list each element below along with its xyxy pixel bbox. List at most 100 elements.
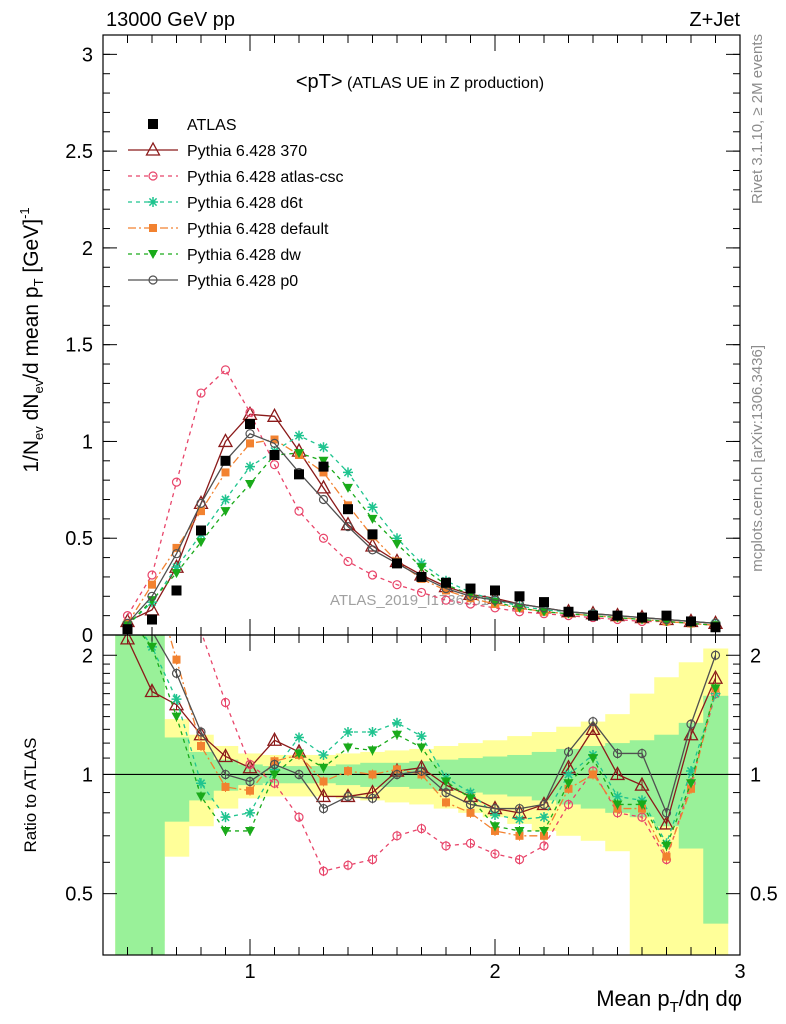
data-point — [171, 585, 182, 596]
legend-entry: ATLAS — [148, 117, 237, 134]
data-point — [563, 769, 574, 780]
data-point — [662, 852, 671, 861]
legend-label: Pythia 6.428 d6t — [187, 195, 303, 212]
data-point — [246, 786, 254, 795]
data-point — [124, 565, 132, 573]
data-point — [490, 595, 500, 605]
data-point — [343, 791, 353, 802]
data-point — [441, 841, 451, 851]
stat-uncertainty-band — [531, 751, 557, 801]
ratio-y-tick-label: 0.5 — [65, 884, 93, 906]
data-point — [148, 541, 156, 549]
data-point — [122, 624, 133, 635]
main-y-tick-label: 1 — [82, 431, 93, 453]
data-point — [710, 684, 721, 694]
data-point — [245, 759, 255, 770]
stat-uncertainty-band — [703, 695, 729, 924]
data-point — [612, 610, 623, 621]
data-point — [217, 433, 234, 448]
data-point — [658, 815, 675, 830]
legend-label: Pythia 6.428 dw — [187, 247, 301, 264]
stat-uncertainty-band — [482, 756, 508, 795]
data-point — [245, 826, 255, 836]
data-point — [318, 866, 329, 876]
header-right: Z+Jet — [689, 9, 740, 31]
x-tick-label: 2 — [489, 961, 500, 983]
data-point — [171, 562, 182, 573]
data-point — [686, 719, 696, 729]
rivet-version-label: Rivet 3.1.10, ≥ 2M events — [749, 34, 766, 204]
data-point — [168, 696, 185, 711]
data-point — [612, 800, 623, 810]
data-point — [318, 533, 329, 543]
data-point — [637, 612, 647, 623]
legend-label: Pythia 6.428 atlas-csc — [187, 169, 344, 186]
legend-entry: Pythia 6.428 370 — [128, 141, 307, 160]
data-point — [343, 727, 353, 738]
data-point — [368, 770, 377, 779]
data-point — [246, 439, 254, 448]
data-point — [315, 479, 332, 494]
data-point — [416, 823, 427, 834]
data-point — [514, 591, 525, 602]
main-y-tick-label: 3 — [82, 44, 93, 66]
data-point — [465, 799, 476, 810]
legend-label: ATLAS — [187, 117, 237, 134]
data-point — [563, 606, 574, 617]
data-point — [220, 365, 231, 375]
data-point — [441, 595, 451, 605]
data-point — [392, 717, 402, 728]
data-point — [196, 525, 206, 536]
ratio-panel-frame — [102, 634, 741, 956]
data-point — [588, 610, 598, 621]
stat-uncertainty-band — [458, 758, 484, 793]
legend: ATLAS Pythia 6.428 370 Pythia 6.428 atlas-… — [128, 117, 344, 290]
data-point — [269, 438, 280, 448]
data-point — [196, 498, 206, 508]
data-point — [318, 456, 329, 466]
data-point — [589, 770, 597, 779]
data-point — [171, 694, 182, 705]
data-point — [148, 119, 158, 129]
legend-label: Pythia 6.428 370 — [187, 143, 307, 160]
data-point — [367, 727, 378, 738]
data-point — [367, 793, 378, 804]
ratio-y-tick-label-right: 0.5 — [750, 884, 778, 906]
data-point — [466, 808, 475, 817]
data-point — [634, 776, 650, 791]
data-point — [245, 407, 255, 418]
data-point — [609, 766, 626, 781]
data-point — [392, 769, 402, 780]
legend-entry: Pythia 6.428 default — [128, 221, 329, 238]
data-point — [392, 533, 402, 544]
data-point — [367, 746, 378, 756]
watermark-label: ATLAS_2019_I1736531 — [330, 592, 489, 609]
data-point — [318, 442, 329, 453]
x-tick-label: 3 — [734, 961, 745, 983]
data-point — [514, 803, 525, 814]
series-pythia-6-428-atlas-csc — [122, 365, 721, 630]
data-point — [197, 741, 205, 750]
data-point — [539, 812, 549, 823]
data-point — [514, 814, 525, 825]
data-point — [148, 171, 158, 181]
data-point — [465, 787, 476, 798]
data-point — [220, 769, 231, 780]
legend-label: Pythia 6.428 p0 — [187, 273, 298, 290]
data-point — [344, 767, 352, 776]
data-point — [319, 468, 328, 477]
data-point — [490, 822, 500, 832]
data-point — [588, 754, 598, 764]
data-point — [245, 429, 255, 439]
data-point — [148, 197, 158, 207]
data-point — [442, 798, 450, 807]
data-point — [245, 480, 255, 490]
main-y-tick-label: 2.5 — [65, 141, 93, 163]
data-point — [367, 854, 378, 865]
data-point — [172, 543, 181, 552]
data-point — [465, 794, 476, 804]
data-point — [269, 450, 280, 460]
data-point — [441, 577, 451, 588]
ratio-y-tick-label: 1 — [82, 764, 93, 786]
